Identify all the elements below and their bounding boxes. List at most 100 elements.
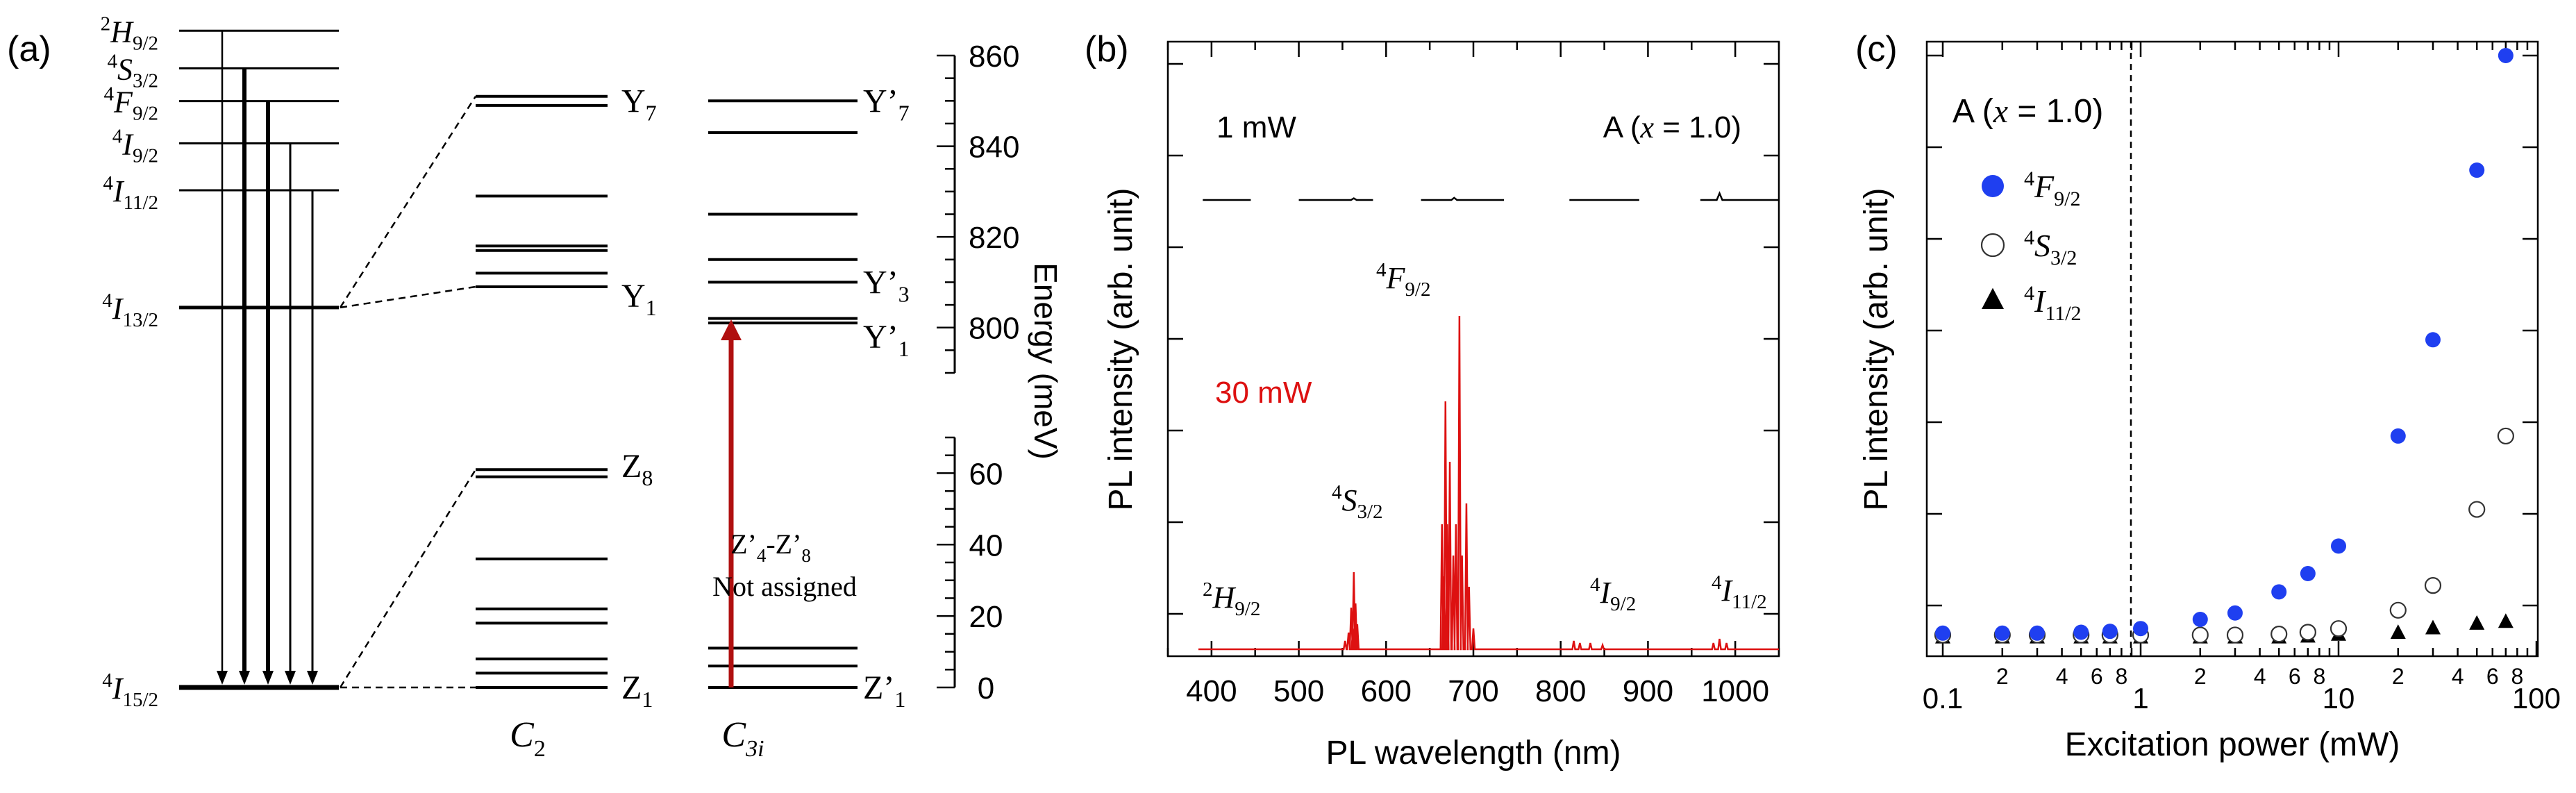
- energy-tick-label: 0: [978, 671, 994, 706]
- legend-marker: [1980, 233, 2005, 258]
- data-point-filled-circle: [2331, 538, 2346, 554]
- data-point-open-circle: [2468, 501, 2486, 518]
- data-point-filled-circle: [1935, 625, 1950, 641]
- x-tick-label: 700: [1448, 674, 1498, 708]
- data-point-open-circle: [2424, 577, 2442, 594]
- c2-site-levels: Y7 Y1 Z8 Z1: [339, 83, 657, 712]
- x-minor-tick-label: 4: [2254, 664, 2266, 689]
- data-point-filled-circle: [2469, 162, 2485, 178]
- c3i-stark-label: Y’1: [863, 319, 910, 361]
- data-point-filled-triangle: [2498, 613, 2514, 628]
- data-point-filled-circle: [2192, 611, 2208, 627]
- x-tick-label: 500: [1273, 674, 1324, 708]
- energy-tick-label: 800: [969, 312, 1019, 346]
- x-tick-label: 1000: [1701, 674, 1769, 708]
- panel-c-label: (c): [1855, 29, 1898, 69]
- peak-annotation: 4S3/2: [1332, 481, 1383, 523]
- x-tick-label: 900: [1623, 674, 1673, 708]
- c3i-absorption-arrow: [721, 319, 742, 687]
- x-tick-label: 600: [1361, 674, 1412, 708]
- x-minor-tick-label: 8: [2313, 664, 2325, 689]
- free-ion-level-label: 4S3/2: [107, 50, 158, 92]
- c3i-stark-label: Z’1: [863, 669, 905, 712]
- panel-b-xlabel: PL wavelength (nm): [1325, 735, 1621, 771]
- energy-tick-label: 840: [969, 131, 1019, 165]
- x-major-tick-label: 100: [2512, 682, 2561, 715]
- legend-label: 4F9/2: [2024, 167, 2080, 210]
- x-minor-tick-label: 4: [2452, 664, 2464, 689]
- data-point-filled-circle: [2300, 565, 2316, 581]
- legend-label: 4S3/2: [2024, 226, 2077, 269]
- panel-b-label: (b): [1085, 29, 1129, 69]
- panel-c-ylabel: PL intensity (arb. unit): [1858, 187, 1895, 510]
- x-major-tick-label: 1: [2132, 682, 2148, 715]
- data-point-filled-circle: [2271, 584, 2287, 600]
- free-ion-level-label: 4I11/2: [103, 172, 158, 214]
- x-tick-label: 400: [1186, 674, 1237, 708]
- peak-annotation: 4F9/2: [1376, 259, 1430, 301]
- panel-b-ylabel: PL intensity (arb. unit): [1103, 187, 1139, 510]
- emission-arrowhead: [285, 671, 296, 685]
- data-point-filled-triangle: [2425, 619, 2441, 635]
- c3i-annotation-line1: Z’4-Z’8: [730, 528, 811, 566]
- c2-stark-label: Y1: [621, 278, 657, 320]
- panel-c-legend: 4F9/2 4S3/2 4I11/2: [1980, 167, 2082, 325]
- c2-stark-label: Y7: [621, 83, 657, 125]
- data-point-filled-circle: [2227, 605, 2243, 621]
- c3i-annotation-line2: Not assigned: [712, 571, 857, 602]
- spectrum-1mw-segment: [1700, 191, 1779, 201]
- x-minor-tick-label: 6: [2289, 664, 2301, 689]
- emission-arrowhead: [307, 671, 318, 685]
- c2-site-label: C2: [510, 715, 546, 762]
- legend-marker: [1982, 287, 2004, 309]
- data-point-open-circle: [2191, 626, 2209, 644]
- peak-annotation: 4I9/2: [1590, 574, 1636, 615]
- panel-b-annotations: 2H9/2 4S3/2 4F9/2 4I9/2 4I11/2: [1203, 259, 1767, 620]
- data-point-filled-circle: [2073, 624, 2089, 640]
- spectrum-1mw-segment: [1421, 197, 1504, 201]
- energy-tick-label: 60: [969, 457, 1003, 491]
- data-point-filled-circle: [2390, 428, 2406, 444]
- data-point-filled-circle: [2029, 625, 2045, 641]
- legend-label: 4I11/2: [2024, 282, 2082, 325]
- sample-label-b: A (x = 1.0): [1603, 110, 1741, 144]
- x-tick-label: 800: [1535, 674, 1586, 708]
- x-minor-tick-label: 4: [2056, 664, 2068, 689]
- energy-tick-label: 20: [969, 600, 1003, 634]
- data-point-filled-circle: [2102, 624, 2118, 640]
- legend-marker: [1982, 175, 2004, 197]
- free-ion-level-label: 4I9/2: [112, 125, 158, 167]
- energy-tick-label: 820: [969, 221, 1019, 255]
- x-major-tick-label: 0.1: [1923, 682, 1963, 715]
- energy-axis: 800 820 840 860 0 20 40 60 Energy (meV): [937, 40, 1064, 706]
- emission-arrowhead: [239, 671, 250, 685]
- c3i-stark-label: Y’7: [863, 83, 910, 125]
- energy-axis-label: Energy (meV): [1028, 262, 1064, 460]
- data-point-open-circle: [2497, 427, 2514, 445]
- energy-tick-label: 860: [969, 40, 1019, 74]
- data-point-open-circle: [2330, 620, 2348, 637]
- panel-b-ticks: 400 500 600 700 800 900 1000: [1166, 42, 1780, 708]
- data-point-open-circle: [2389, 601, 2407, 619]
- data-point-open-circle: [2226, 626, 2244, 644]
- data-point-filled-circle: [2425, 332, 2441, 348]
- x-minor-tick-label: 2: [2194, 664, 2207, 689]
- energy-tick-label: 40: [969, 528, 1003, 562]
- spectrum-1mw-segment: [1298, 197, 1373, 201]
- sample-label-c: A (x = 1.0): [1952, 93, 2103, 130]
- panel-b-spectra: [1198, 191, 1779, 651]
- panel-a-label: (a): [7, 29, 51, 69]
- x-minor-tick-label: 8: [2115, 664, 2127, 689]
- panel-b: (b) 400 500 600 700 800 900 1000 1 mW A (x = 1…: [1085, 29, 1780, 771]
- free-ion-level-label: 4I13/2: [102, 290, 158, 331]
- x-major-tick-label: 10: [2323, 682, 2355, 715]
- free-ion-level-label: 2H9/2: [101, 12, 158, 54]
- x-minor-tick-label: 6: [2091, 664, 2103, 689]
- manifold-connector: [339, 96, 477, 308]
- spectrum-30mw: [1198, 315, 1779, 651]
